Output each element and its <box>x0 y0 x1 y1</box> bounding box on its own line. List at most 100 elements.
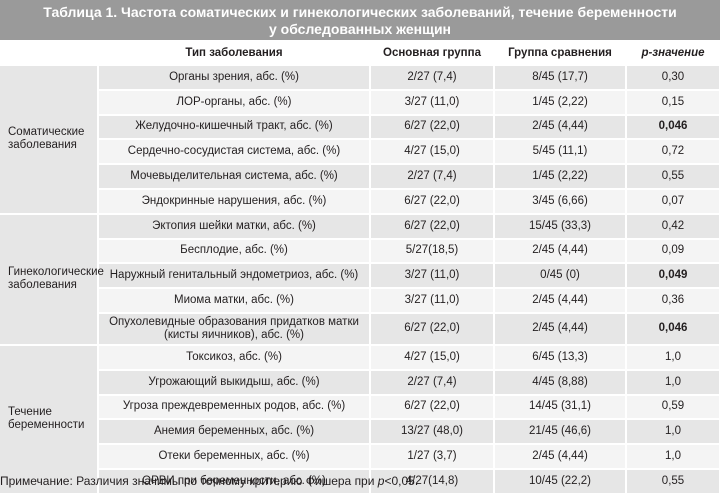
table-note: Примечание: Различия значимы по точному … <box>0 474 418 488</box>
header-main-group: Основная группа <box>370 43 495 65</box>
table-row: Желудочно-кишечный тракт, абс. (%) 6/27 (… <box>0 113 720 140</box>
cell-comparison-group: 2/45 (4,44) <box>494 443 627 469</box>
cell-p-value: 0,15 <box>626 88 720 115</box>
table-row: Отеки беременных, абс. (%) 1/27 (3,7) 2/45… <box>0 443 720 469</box>
cell-disease-type: Бесплодие, абс. (%) <box>98 237 371 264</box>
cell-main-group: 4/27 (15,0) <box>370 138 495 165</box>
cell-comparison-group: 5/45 (11,1) <box>494 138 627 165</box>
cell-p-value: 0,07 <box>626 187 720 214</box>
header-group <box>0 43 99 65</box>
cell-p-value: 0,30 <box>626 64 720 90</box>
cell-main-group: 6/27 (22,0) <box>370 311 495 345</box>
table-row: Эндокринные нарушения, абс. (%) 6/27 (22,… <box>0 187 720 214</box>
cell-p-value: 1,0 <box>626 443 720 469</box>
table-row: Мочевыделительная система, абс. (%) 2/27 … <box>0 163 720 189</box>
cell-main-group: 4/27 (15,0) <box>370 343 495 370</box>
cell-comparison-group: 2/45 (4,44) <box>494 287 627 313</box>
table-body: Соматические заболевания Органы зрения, а… <box>0 64 720 493</box>
cell-comparison-group: 15/45 (33,3) <box>494 212 627 239</box>
cell-p-value: 1,0 <box>626 343 720 370</box>
cell-comparison-group: 2/45 (4,44) <box>494 237 627 264</box>
table-row: Опухолевидные образования придатков матк… <box>0 311 720 345</box>
cell-p-value: 0,09 <box>626 237 720 264</box>
cell-disease-type: Желудочно-кишечный тракт, абс. (%) <box>98 113 371 140</box>
cell-p-value: 0,42 <box>626 212 720 239</box>
header-comparison-group: Группа сравнения <box>494 43 627 65</box>
cell-p-value: 1,0 <box>626 418 720 445</box>
cell-p-value: 0,59 <box>626 393 720 420</box>
table-title-line-1: Таблица 1. Частота соматических и гинеко… <box>43 4 677 20</box>
header-p-value: p-значение <box>626 43 720 65</box>
cell-p-value: 1,0 <box>626 368 720 395</box>
cell-comparison-group: 0/45 (0) <box>494 262 627 289</box>
table-row: Соматические заболевания Органы зрения, а… <box>0 64 720 214</box>
table-row: Гинекологические заболевания Эктопия шейк… <box>0 212 720 345</box>
cell-disease-type: Эндокринные нарушения, абс. (%) <box>98 187 371 214</box>
table-row: ЛОР-органы, абс. (%) 3/27 (11,0) 1/45 (2,2… <box>0 88 720 115</box>
cell-disease-type: Мочевыделительная система, абс. (%) <box>98 163 371 189</box>
disease-frequency-table: Тип заболевания Основная группа Группа с… <box>0 43 720 493</box>
cell-main-group: 6/27 (22,0) <box>370 393 495 420</box>
cell-disease-type: Токсикоз, абс. (%) <box>98 343 371 370</box>
cell-p-value: 0,55 <box>626 467 720 493</box>
table-row: Сердечно-сосудистая система, абс. (%) 4/2… <box>0 138 720 165</box>
cell-comparison-group: 14/45 (31,1) <box>494 393 627 420</box>
note-suffix: <0,05. <box>384 474 419 488</box>
cell-comparison-group: 1/45 (2,22) <box>494 88 627 115</box>
cell-disease-type: Анемия беременных, абс. (%) <box>98 418 371 445</box>
note-p-letter: p <box>377 474 385 488</box>
cell-disease-type: Угроза преждевременных родов, абс. (%) <box>98 393 371 420</box>
table-row: Анемия беременных, абс. (%) 13/27 (48,0) 2… <box>0 418 720 445</box>
table-row: ОРВИ при беременности, абс. (%) 4/27(14,8… <box>0 467 720 493</box>
cell-disease-type: Органы зрения, абс. (%) <box>98 64 371 90</box>
cell-main-group: 1/27 (3,7) <box>370 443 495 469</box>
note-prefix: Примечание: Различия значимы по точному … <box>0 474 378 488</box>
table-row: Миома матки, абс. (%) 3/27 (11,0) 2/45 (4,… <box>0 287 720 313</box>
table-row: Бесплодие, абс. (%) 5/27(18,5) 2/45 (4,44)… <box>0 237 720 264</box>
cell-main-group: 6/27 (22,0) <box>370 187 495 214</box>
cell-disease-type: Отеки беременных, абс. (%) <box>98 443 371 469</box>
table-title: Таблица 1. Частота соматических и гинеко… <box>0 0 720 40</box>
category-cell-gyn: Гинекологические заболевания <box>0 212 104 345</box>
cell-disease-type: Угрожающий выкидыш, абс. (%) <box>98 368 371 395</box>
cell-p-value: 0,046 <box>626 113 720 140</box>
category-cell-somatic: Соматические заболевания <box>0 64 99 214</box>
cell-disease-type: Сердечно-сосудистая система, абс. (%) <box>98 138 371 165</box>
cell-disease-type: Опухолевидные образования придатков матк… <box>98 311 371 345</box>
cell-comparison-group: 2/45 (4,44) <box>494 113 627 140</box>
cell-comparison-group: 3/45 (6,66) <box>494 187 627 214</box>
category-cell-preg: Течение беременности <box>0 343 99 493</box>
cell-disease-type: Эктопия шейки матки, абс. (%) <box>98 212 371 239</box>
cell-comparison-group: 8/45 (17,7) <box>494 64 627 90</box>
cell-main-group: 13/27 (48,0) <box>370 418 495 445</box>
cell-main-group: 5/27(18,5) <box>370 237 495 264</box>
cell-disease-type: Наружный генитальный эндометриоз, абс. (… <box>98 262 371 289</box>
cell-comparison-group: 21/45 (46,6) <box>494 418 627 445</box>
cell-comparison-group: 10/45 (22,2) <box>494 467 627 493</box>
header-disease-type: Тип заболевания <box>98 43 371 65</box>
table-title-line-2: у обследованных женщин <box>268 21 452 37</box>
cell-disease-type: ЛОР-органы, абс. (%) <box>98 88 371 115</box>
table-row: Течение беременности Токсикоз, абс. (%) 4/… <box>0 343 720 493</box>
cell-p-value: 0,046 <box>626 311 720 345</box>
cell-comparison-group: 4/45 (8,88) <box>494 368 627 395</box>
header-p-value-label: p-значение <box>641 47 705 59</box>
table-row: Угроза преждевременных родов, абс. (%) 6/… <box>0 393 720 420</box>
table-row: Угрожающий выкидыш, абс. (%) 2/27 (7,4) 4/… <box>0 368 720 395</box>
cell-main-group: 2/27 (7,4) <box>370 163 495 189</box>
cell-main-group: 6/27 (22,0) <box>370 113 495 140</box>
cell-comparison-group: 1/45 (2,22) <box>494 163 627 189</box>
cell-p-value: 0,36 <box>626 287 720 313</box>
cell-main-group: 6/27 (22,0) <box>370 212 495 239</box>
cell-main-group: 2/27 (7,4) <box>370 368 495 395</box>
cell-main-group: 3/27 (11,0) <box>370 287 495 313</box>
cell-main-group: 2/27 (7,4) <box>370 64 495 90</box>
cell-disease-type: Миома матки, абс. (%) <box>98 287 371 313</box>
cell-main-group: 3/27 (11,0) <box>370 88 495 115</box>
cell-disease-type: ОРВИ при беременности, абс. (%) <box>98 467 371 493</box>
cell-comparison-group: 2/45 (4,44) <box>494 311 627 345</box>
cell-p-value: 0,55 <box>626 163 720 189</box>
cell-comparison-group: 6/45 (13,3) <box>494 343 627 370</box>
table-row: Наружный генитальный эндометриоз, абс. (… <box>0 262 720 289</box>
cell-main-group: 4/27(14,8) <box>370 467 495 493</box>
